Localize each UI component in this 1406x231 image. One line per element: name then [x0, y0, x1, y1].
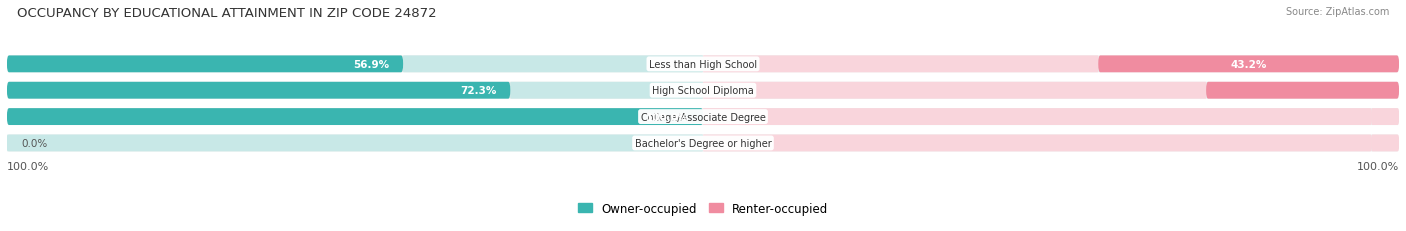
FancyBboxPatch shape — [7, 135, 1399, 152]
Text: Source: ZipAtlas.com: Source: ZipAtlas.com — [1285, 7, 1389, 17]
Text: High School Diploma: High School Diploma — [652, 86, 754, 96]
Text: OCCUPANCY BY EDUCATIONAL ATTAINMENT IN ZIP CODE 24872: OCCUPANCY BY EDUCATIONAL ATTAINMENT IN Z… — [17, 7, 436, 20]
FancyBboxPatch shape — [7, 135, 703, 152]
Text: Less than High School: Less than High School — [650, 60, 756, 70]
Text: College/Associate Degree: College/Associate Degree — [641, 112, 765, 122]
FancyBboxPatch shape — [703, 109, 1371, 125]
FancyBboxPatch shape — [510, 82, 703, 99]
Legend: Owner-occupied, Renter-occupied: Owner-occupied, Renter-occupied — [572, 197, 834, 219]
FancyBboxPatch shape — [1206, 82, 1399, 99]
Text: 56.9%: 56.9% — [353, 60, 389, 70]
FancyBboxPatch shape — [703, 56, 1098, 73]
FancyBboxPatch shape — [7, 56, 404, 73]
FancyBboxPatch shape — [7, 56, 1399, 73]
Text: 43.2%: 43.2% — [1230, 60, 1267, 70]
Text: Bachelor's Degree or higher: Bachelor's Degree or higher — [634, 138, 772, 148]
Text: 0.0%: 0.0% — [21, 138, 48, 148]
Text: 100.0%: 100.0% — [1357, 162, 1399, 172]
FancyBboxPatch shape — [1371, 109, 1399, 125]
Text: 100.0%: 100.0% — [7, 162, 49, 172]
FancyBboxPatch shape — [1098, 56, 1399, 73]
FancyBboxPatch shape — [703, 135, 1371, 152]
FancyBboxPatch shape — [7, 109, 703, 125]
FancyBboxPatch shape — [703, 82, 1206, 99]
FancyBboxPatch shape — [404, 56, 703, 73]
Text: 72.3%: 72.3% — [460, 86, 496, 96]
FancyBboxPatch shape — [7, 82, 1399, 99]
FancyBboxPatch shape — [1371, 135, 1399, 152]
Text: 100.0%: 100.0% — [645, 112, 689, 122]
FancyBboxPatch shape — [7, 109, 1399, 125]
FancyBboxPatch shape — [7, 82, 510, 99]
